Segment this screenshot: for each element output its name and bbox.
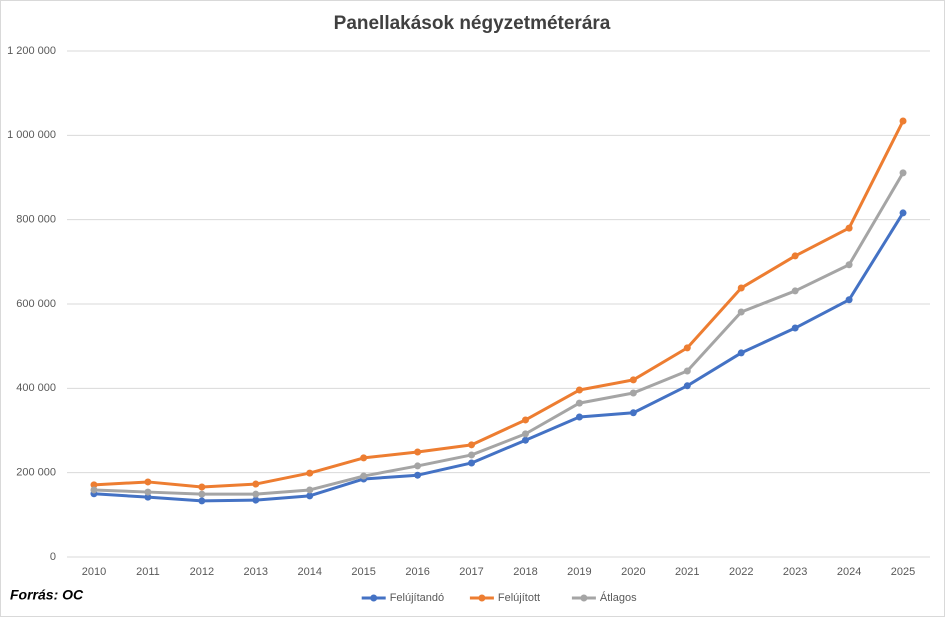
- legend-marker: [580, 594, 588, 602]
- series-line: [93, 120, 905, 489]
- data-point: [306, 469, 314, 477]
- data-point: [252, 496, 260, 504]
- x-tick-label: 2024: [837, 566, 861, 578]
- series-line: [93, 212, 905, 503]
- data-point: [360, 454, 368, 462]
- data-point: [468, 451, 476, 459]
- data-point: [899, 169, 907, 177]
- data-point: [629, 389, 637, 397]
- data-point: [90, 481, 98, 489]
- data-point: [198, 483, 206, 491]
- data-point: [521, 416, 529, 424]
- source-note: Forrás: OC: [10, 587, 84, 603]
- data-point: [252, 490, 260, 498]
- data-point: [845, 261, 853, 269]
- data-point: [468, 441, 476, 449]
- x-tick-label: 2017: [459, 566, 483, 578]
- data-point: [468, 459, 476, 467]
- x-tick-label: 2025: [891, 566, 915, 578]
- x-tick-label: 2016: [405, 566, 429, 578]
- x-tick-label: 2021: [675, 566, 699, 578]
- y-tick-label: 1 000 000: [7, 129, 56, 141]
- legend-marker: [370, 594, 378, 602]
- data-point: [90, 486, 98, 494]
- y-tick-label: 200 000: [16, 467, 56, 479]
- data-point: [198, 497, 206, 505]
- data-point: [629, 409, 637, 417]
- data-point: [306, 486, 314, 494]
- data-point: [521, 436, 529, 444]
- data-point: [737, 349, 745, 357]
- y-tick-label: 1 200 000: [7, 45, 56, 57]
- data-point: [845, 224, 853, 232]
- legend-label: Felújítandó: [390, 592, 444, 604]
- data-point: [575, 413, 583, 421]
- y-tick-label: 400 000: [16, 382, 56, 394]
- y-tick-label: 800 000: [16, 214, 56, 226]
- data-point: [845, 296, 853, 304]
- data-point: [791, 324, 799, 332]
- data-point: [899, 209, 907, 217]
- data-point: [737, 308, 745, 316]
- data-point: [360, 472, 368, 480]
- data-point: [144, 478, 152, 486]
- data-point: [414, 471, 422, 479]
- data-point: [144, 488, 152, 496]
- y-tick-label: 0: [50, 551, 56, 563]
- data-point: [629, 376, 637, 384]
- data-point: [683, 344, 691, 352]
- legend-marker: [478, 594, 486, 602]
- data-point: [414, 448, 422, 456]
- data-point: [575, 386, 583, 394]
- x-tick-label: 2011: [136, 566, 160, 578]
- x-tick-label: 2019: [567, 566, 591, 578]
- x-tick-label: 2018: [513, 566, 537, 578]
- data-point: [683, 367, 691, 375]
- legend-label: Átlagos: [600, 591, 637, 604]
- x-tick-label: 2020: [621, 566, 645, 578]
- data-point: [252, 480, 260, 488]
- x-tick-label: 2012: [190, 566, 214, 578]
- y-tick-label: 600 000: [16, 298, 56, 310]
- data-point: [791, 287, 799, 295]
- data-point: [198, 490, 206, 498]
- x-tick-label: 2015: [351, 566, 375, 578]
- chart-title: Panellakások négyzetméterára: [334, 13, 611, 34]
- x-tick-label: 2014: [297, 566, 321, 578]
- data-point: [521, 430, 529, 438]
- data-point: [414, 462, 422, 470]
- legend-label: Felújított: [498, 592, 540, 604]
- x-tick-label: 2022: [729, 566, 753, 578]
- series-line: [93, 172, 905, 496]
- data-point: [899, 117, 907, 125]
- data-point: [575, 399, 583, 407]
- data-point: [683, 382, 691, 390]
- x-tick-label: 2013: [244, 566, 268, 578]
- data-point: [306, 492, 314, 500]
- x-tick-label: 2010: [82, 566, 106, 578]
- data-point: [737, 284, 745, 292]
- x-tick-label: 2023: [783, 566, 807, 578]
- data-point: [144, 493, 152, 501]
- data-point: [791, 252, 799, 260]
